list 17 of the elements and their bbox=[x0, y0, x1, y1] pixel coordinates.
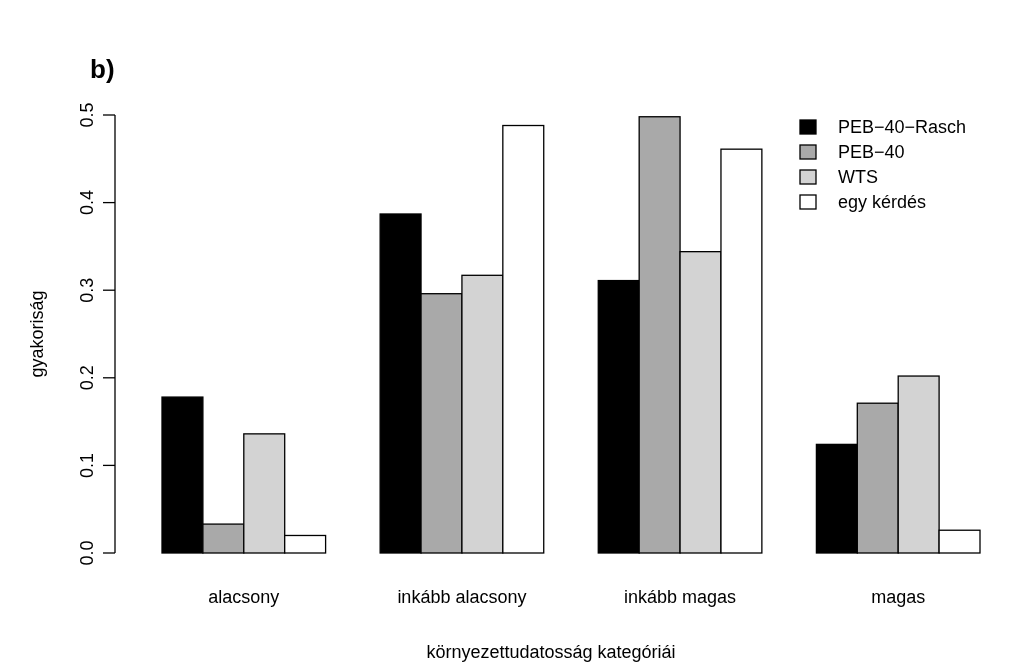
y-tick-label: 0.3 bbox=[77, 277, 97, 303]
y-tick-label: 0.2 bbox=[77, 365, 97, 391]
legend-label: egy kérdés bbox=[838, 192, 927, 212]
x-tick-label: alacsony bbox=[208, 587, 280, 607]
y-tick-label: 0.0 bbox=[77, 540, 97, 566]
y-tick-label: 0.5 bbox=[77, 102, 97, 128]
legend-label: PEB−40−Rasch bbox=[838, 117, 967, 137]
x-tick-label: inkább magas bbox=[624, 587, 737, 607]
y-tick-label: 0.1 bbox=[77, 452, 97, 478]
x-tick-label: magas bbox=[871, 587, 926, 607]
legend-label: PEB−40 bbox=[838, 142, 905, 162]
x-tick-label: inkább alacsony bbox=[397, 587, 527, 607]
legend-label: WTS bbox=[838, 167, 878, 187]
y-tick-label: 0.4 bbox=[77, 190, 97, 216]
chart-title: b) bbox=[90, 54, 115, 84]
y-axis-title: gyakoriság bbox=[27, 290, 47, 378]
x-axis-title: környezettudatosság kategóriái bbox=[426, 642, 676, 662]
